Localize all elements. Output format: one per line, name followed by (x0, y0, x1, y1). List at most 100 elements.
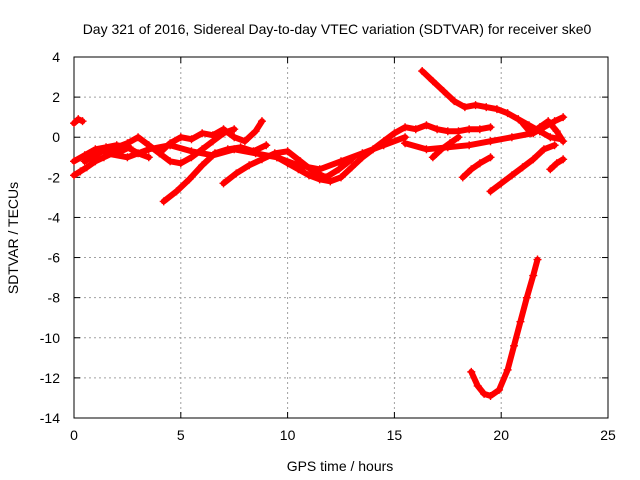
series-arc-16 (518, 117, 568, 146)
data-point (176, 133, 185, 142)
data-point (516, 317, 525, 326)
data-point (471, 101, 480, 110)
x-axis-label: GPS time / hours (287, 458, 394, 474)
data-point (70, 119, 78, 128)
data-point (379, 137, 388, 146)
data-point (272, 153, 281, 162)
data-point (283, 147, 292, 156)
data-point (390, 129, 399, 138)
data-point (428, 77, 437, 86)
series-arc-4 (80, 117, 266, 166)
data-point (497, 179, 506, 188)
data-point (546, 165, 555, 174)
data-point (172, 187, 181, 196)
data-point (112, 143, 121, 152)
data-point (495, 385, 504, 394)
data-point (223, 145, 232, 154)
grid-layer (74, 57, 608, 418)
series-arc-15 (546, 155, 568, 174)
data-point (422, 121, 431, 130)
data-point (166, 157, 175, 166)
y-tick-label: 0 (52, 129, 60, 145)
data-point (533, 255, 542, 264)
data-point (437, 145, 446, 154)
data-point (486, 153, 495, 162)
data-point (257, 155, 266, 164)
data-point (443, 127, 452, 136)
data-point (450, 97, 459, 106)
data-point (208, 137, 217, 146)
data-point (315, 175, 324, 184)
data-point (454, 133, 463, 142)
data-point (467, 165, 476, 174)
data-point (144, 153, 153, 162)
series-arc-3 (70, 115, 87, 128)
series-arc-12 (428, 133, 463, 162)
data-point (458, 173, 467, 182)
data-point (123, 139, 132, 148)
data-point (245, 161, 254, 170)
data-point (198, 129, 207, 138)
data-point (507, 171, 516, 180)
data-point (240, 137, 249, 146)
data-point (503, 109, 512, 118)
data-point (482, 103, 491, 112)
x-tick-label: 20 (493, 427, 509, 443)
data-point (475, 159, 484, 168)
data-point (518, 119, 527, 128)
y-tick-label: 4 (52, 49, 60, 65)
data-point (159, 197, 168, 206)
x-tick-label: 25 (600, 427, 616, 443)
x-tick-label: 10 (280, 427, 296, 443)
data-point (294, 165, 303, 174)
y-tick-label: -4 (48, 209, 61, 225)
data-point (527, 129, 536, 138)
data-point (552, 159, 561, 168)
data-point (552, 127, 561, 136)
series-arc-14 (486, 141, 559, 196)
data-point (187, 135, 196, 144)
series-line (468, 256, 541, 399)
data-point (467, 367, 476, 376)
series-arc-13 (458, 153, 495, 182)
data-point (460, 103, 469, 112)
data-point (249, 147, 258, 156)
data-point (70, 157, 78, 166)
data-point (369, 145, 378, 154)
data-point (347, 155, 356, 164)
data-point (539, 145, 548, 154)
data-point (326, 177, 335, 186)
ticks-layer: 0 5 10 15 20 25 -14 -12 -10 -8 -6 -4 -2 0 2 4 (40, 49, 616, 443)
data-point (91, 151, 100, 160)
data-point (535, 123, 544, 132)
x-tick-label: 5 (177, 427, 185, 443)
y-axis-label: SDTVAR / TECUs (5, 182, 21, 294)
data-point (529, 271, 538, 280)
series-arc-6 (144, 125, 239, 168)
series-arc-17 (467, 255, 542, 400)
data-point (232, 169, 241, 178)
data-point (486, 123, 495, 132)
data-point (219, 179, 228, 188)
series-arc-9 (272, 121, 495, 186)
data-point (544, 117, 553, 126)
data-point (358, 153, 367, 162)
data-point (134, 133, 143, 142)
data-point (433, 125, 442, 134)
data-point (401, 123, 410, 132)
data-point (465, 125, 474, 134)
y-tick-label: -6 (48, 250, 61, 266)
series-line (519, 118, 567, 145)
data-point (486, 391, 495, 400)
data-point (262, 141, 271, 150)
data-point (155, 149, 164, 158)
data-point (507, 133, 516, 142)
series-line (459, 154, 494, 181)
data-point (187, 153, 196, 162)
data-point (185, 175, 194, 184)
data-point (486, 187, 495, 196)
y-tick-label: 2 (52, 89, 60, 105)
data-point (475, 125, 484, 134)
data-point (439, 87, 448, 96)
data-point (492, 105, 501, 114)
